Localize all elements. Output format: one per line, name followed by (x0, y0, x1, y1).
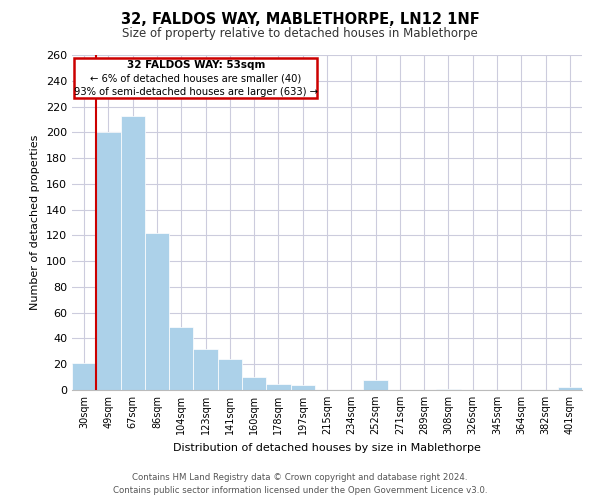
Bar (96, 132, 121, 390)
Bar (218, 359, 242, 390)
Bar (145, 233, 169, 390)
Bar (266, 384, 290, 390)
Text: Size of property relative to detached houses in Mablethorpe: Size of property relative to detached ho… (122, 28, 478, 40)
Bar (364, 380, 388, 390)
Bar (72, 363, 96, 390)
Bar (290, 385, 315, 390)
Y-axis label: Number of detached properties: Number of detached properties (31, 135, 40, 310)
Bar (436, 388, 461, 390)
Text: Contains HM Land Registry data © Crown copyright and database right 2024.
Contai: Contains HM Land Registry data © Crown c… (113, 473, 487, 495)
Text: 32 FALDOS WAY: 53sqm: 32 FALDOS WAY: 53sqm (127, 60, 265, 70)
X-axis label: Distribution of detached houses by size in Mablethorpe: Distribution of detached houses by size … (173, 442, 481, 452)
Bar (193, 349, 218, 390)
Text: 93% of semi-detached houses are larger (633) →: 93% of semi-detached houses are larger (… (74, 87, 318, 97)
Bar (121, 116, 145, 390)
Text: 32, FALDOS WAY, MABLETHORPE, LN12 1NF: 32, FALDOS WAY, MABLETHORPE, LN12 1NF (121, 12, 479, 28)
Bar (169, 327, 193, 390)
Bar (558, 388, 582, 390)
Bar (242, 377, 266, 390)
Text: ← 6% of detached houses are smaller (40): ← 6% of detached houses are smaller (40) (90, 74, 301, 84)
FancyBboxPatch shape (74, 58, 317, 98)
